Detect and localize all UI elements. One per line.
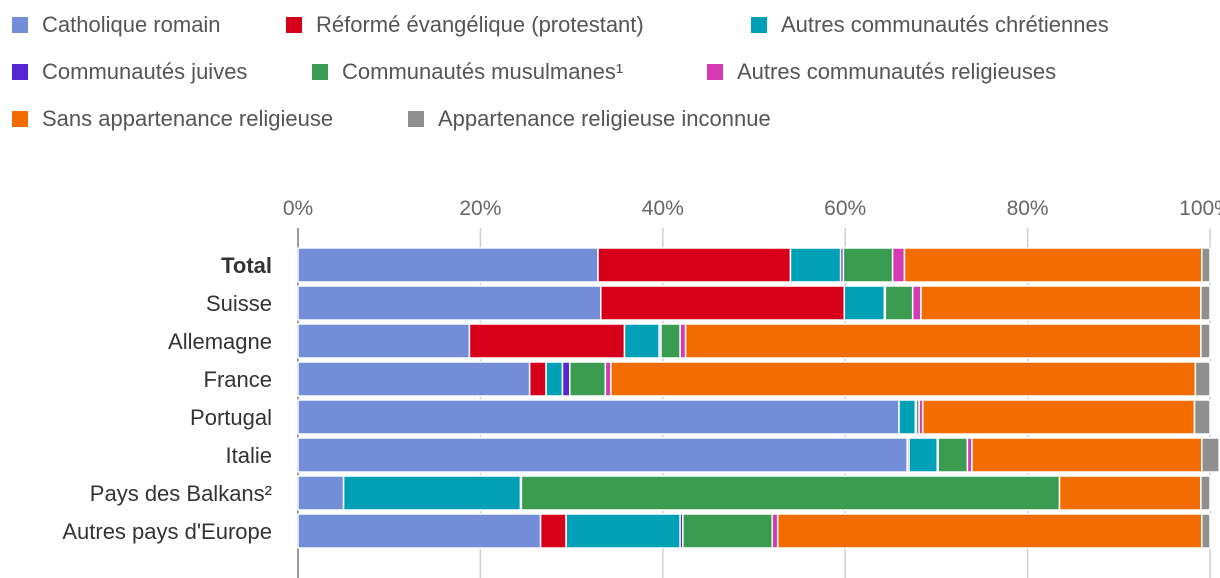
bar-segment	[937, 437, 969, 473]
bar-segment	[682, 513, 773, 549]
bar-segment	[539, 513, 567, 549]
bar-segment	[528, 361, 547, 397]
legend-swatch	[12, 17, 28, 33]
bar-segment	[660, 323, 681, 359]
legend-item: Sans appartenance religieuse	[12, 102, 333, 136]
bar-segment	[920, 285, 1202, 321]
legend-label: Réformé évangélique (protestant)	[316, 12, 644, 37]
legend-item: Communautés juives	[12, 55, 247, 89]
bar-segment	[561, 361, 571, 397]
legend-label: Sans appartenance religieuse	[42, 106, 334, 131]
x-tick-label: 60%	[824, 197, 866, 220]
legend-row: Communautés juives Communautés musulmanes…	[12, 55, 1212, 102]
legend-row: Sans appartenance religieuse Appartenance…	[12, 102, 1212, 149]
bar-segment	[610, 361, 1197, 397]
legend-swatch	[12, 111, 28, 127]
bar-segment	[297, 437, 908, 473]
bar-segment	[1193, 399, 1211, 435]
bar-segment	[1201, 437, 1220, 473]
bar-segment	[1200, 285, 1211, 321]
bar-segment	[891, 247, 906, 283]
legend-swatch	[286, 17, 302, 33]
bar-segment	[684, 323, 1202, 359]
bar-segment	[569, 361, 607, 397]
category-label: Italie	[226, 443, 272, 468]
bar-segment	[884, 285, 914, 321]
bar-segment	[297, 285, 602, 321]
bar-segment	[468, 323, 626, 359]
legend-label: Autres communautés chrétiennes	[781, 12, 1109, 37]
bar-segment	[297, 247, 599, 283]
bar-segment	[1058, 475, 1202, 511]
legend-item: Catholique romain	[12, 8, 221, 42]
legend-swatch	[707, 64, 723, 80]
category-label: France	[204, 367, 272, 392]
category-label: Portugal	[190, 405, 272, 430]
legend-swatch	[312, 64, 328, 80]
category-label: Pays des Balkans²	[90, 481, 272, 506]
x-tick-label: 100%	[1179, 197, 1220, 220]
category-label: Allemagne	[168, 329, 272, 354]
x-tick-label: 80%	[1007, 197, 1049, 220]
legend-label: Catholique romain	[42, 12, 221, 37]
legend: Catholique romain Réformé évangélique (pr…	[12, 8, 1212, 149]
bar-segment	[1200, 475, 1211, 511]
bar-segment	[842, 247, 894, 283]
x-tick-label: 0%	[283, 197, 313, 220]
bar-segment	[679, 323, 687, 359]
category-label: Total	[221, 253, 272, 278]
legend-item: Autres communautés religieuses	[707, 55, 1056, 89]
legend-label: Communautés musulmanes¹	[342, 59, 624, 84]
legend-label: Autres communautés religieuses	[737, 59, 1057, 84]
bar-segment	[776, 513, 1203, 549]
bar-segment	[623, 323, 660, 359]
bar-segment	[297, 361, 531, 397]
bar-segment	[908, 437, 939, 473]
bar-segment	[843, 285, 886, 321]
bar-segment	[297, 323, 471, 359]
category-label: Autres pays d'Europe	[62, 519, 272, 544]
bar-segment	[1200, 323, 1211, 359]
legend-item: Autres communautés chrétiennes	[751, 8, 1109, 42]
x-tick-label: 40%	[642, 197, 684, 220]
bar-segment	[1194, 361, 1211, 397]
legend-item: Réformé évangélique (protestant)	[286, 8, 644, 42]
legend-swatch	[12, 64, 28, 80]
bar-segment	[604, 361, 612, 397]
bar-segment	[911, 285, 922, 321]
bar-segment	[789, 247, 842, 283]
bar-segment	[297, 399, 900, 435]
bar-segment	[565, 513, 681, 549]
bar-segment	[771, 513, 779, 549]
legend-item: Communautés musulmanes¹	[312, 55, 623, 89]
bar-segment	[597, 247, 792, 283]
bar-segment	[971, 437, 1203, 473]
legend-swatch	[751, 17, 767, 33]
legend-item: Appartenance religieuse inconnue	[408, 102, 771, 136]
bar-segment	[342, 475, 522, 511]
x-tick-label: 20%	[459, 197, 501, 220]
bar-segment	[297, 475, 345, 511]
x-axis: 0% 20% 40% 60% 80% 100%	[283, 197, 1220, 220]
bar-segment	[1201, 513, 1211, 549]
bar-segment	[297, 513, 542, 549]
bar-segment	[600, 285, 846, 321]
legend-row: Catholique romain Réformé évangélique (pr…	[12, 8, 1212, 55]
legend-label: Communautés juives	[42, 59, 248, 84]
bar-segment	[903, 247, 1203, 283]
legend-label: Appartenance religieuse inconnue	[438, 106, 771, 131]
bar-segment	[898, 399, 917, 435]
bar-segment	[520, 475, 1061, 511]
legend-swatch	[408, 111, 424, 127]
bars	[297, 247, 1220, 549]
category-label: Suisse	[206, 291, 272, 316]
bar-segment	[1201, 247, 1211, 283]
category-labels: Total Suisse Allemagne France Portugal Italie…	[62, 253, 272, 544]
bar-segment	[921, 399, 1196, 435]
bar-segment	[545, 361, 564, 397]
